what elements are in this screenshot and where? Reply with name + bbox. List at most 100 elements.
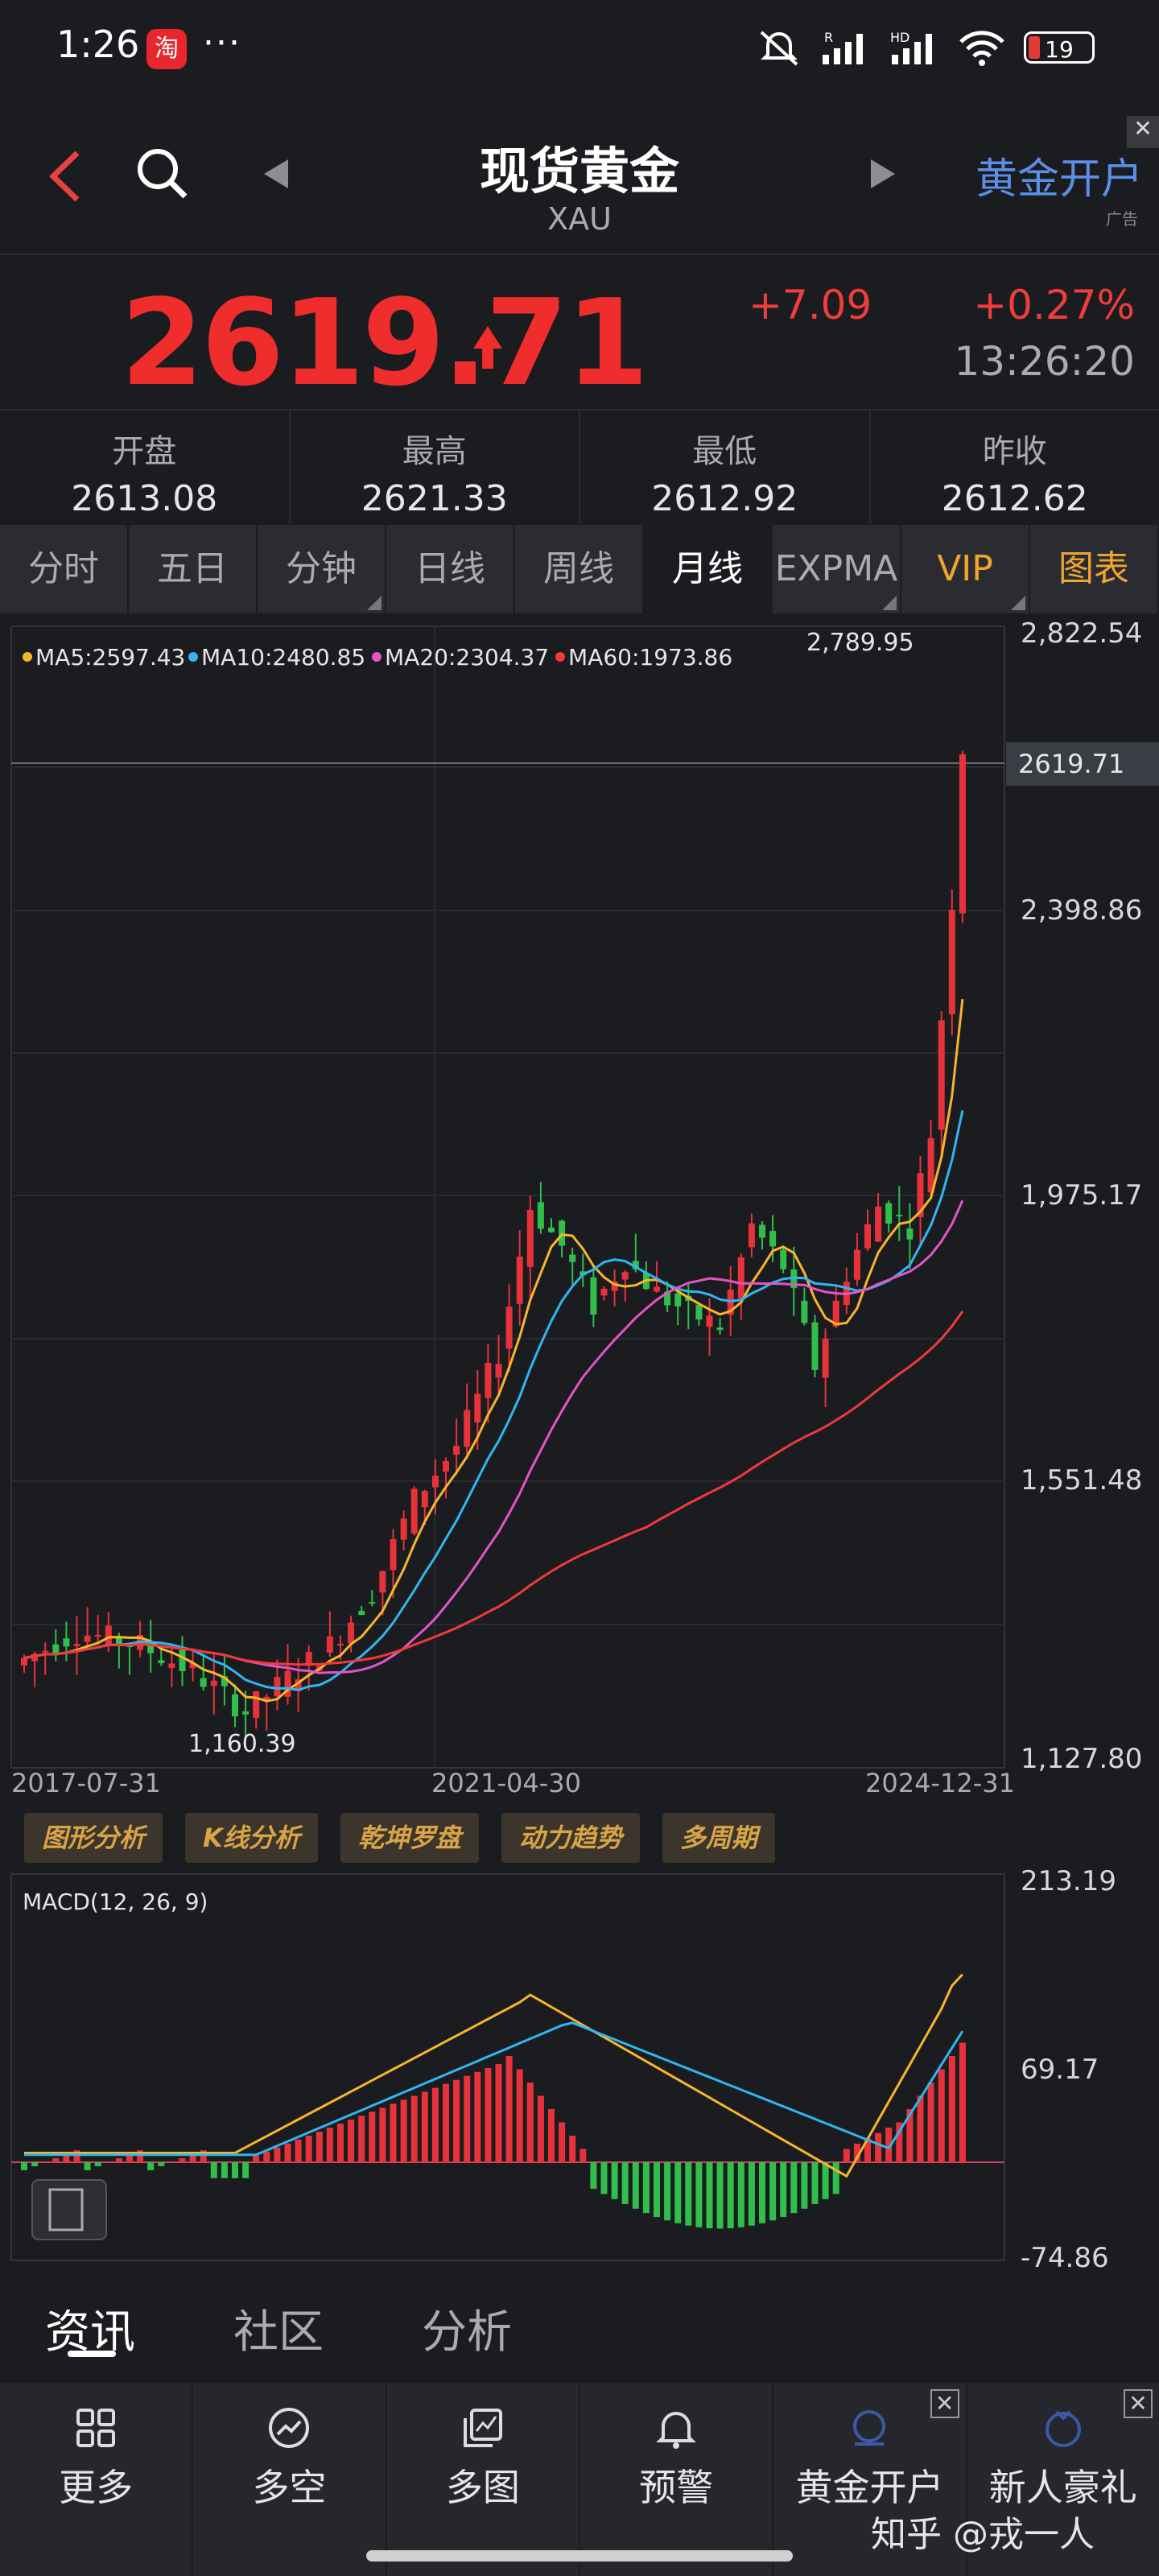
tab-analysis[interactable]: 分析 (422, 2306, 512, 2359)
tab-minute[interactable]: 分钟 (258, 525, 386, 613)
macd-bar (611, 2162, 618, 2199)
macd-bar (379, 2107, 386, 2162)
multi-period-button[interactable]: 多周期 (662, 1813, 775, 1863)
candle (421, 1490, 428, 1508)
back-arrow-icon[interactable] (45, 150, 85, 203)
candle (274, 1677, 281, 1697)
macd-bar (590, 2162, 597, 2189)
candle (295, 1679, 302, 1691)
ma60-legend-dot (555, 652, 565, 662)
trend-icon (269, 2408, 310, 2448)
home-indicator[interactable] (366, 2550, 793, 2562)
svg-text:HD: HD (890, 30, 909, 45)
tab-vip[interactable]: VIP (901, 525, 1030, 613)
candle (284, 1670, 291, 1697)
stat-high: 最高 2621.33 (291, 411, 580, 523)
candle (200, 1678, 207, 1687)
nav-long-short[interactable]: 多空 (193, 2383, 387, 2576)
macd-bar (917, 2095, 924, 2162)
macd-bar (769, 2162, 777, 2221)
chart-frame (10, 625, 1005, 1769)
price-up-arrow-icon (473, 326, 502, 349)
price-axis-label: 1,975.17 (1021, 1179, 1142, 1212)
macd-bar (664, 2162, 671, 2221)
macd-bar (685, 2162, 692, 2226)
date-axis-end: 2024-12-31 (865, 1768, 1015, 1798)
tab-community[interactable]: 社区 (233, 2306, 324, 2359)
macd-bar (537, 2095, 544, 2162)
macd-bar (495, 2063, 502, 2162)
candle (927, 1137, 934, 1193)
nav-more[interactable]: 更多 (0, 2383, 194, 2576)
candlestick-chart[interactable]: 2619.71 MA5:2597.43 MA10:2480.85 MA20:23… (0, 618, 1159, 2309)
next-instrument-icon[interactable] (869, 158, 897, 190)
candle (864, 1224, 871, 1249)
ma5-line (23, 998, 964, 1703)
macd-bar (94, 2162, 101, 2166)
candle (664, 1291, 671, 1306)
macd-bar (516, 2069, 523, 2162)
tab-monthly[interactable]: 月线 (644, 525, 773, 613)
current-price: 2619.71 (121, 274, 649, 412)
tab-news[interactable]: 资讯 (45, 2306, 135, 2359)
stat-low: 最低 2612.92 (580, 411, 871, 523)
macd-bar (748, 2162, 755, 2226)
macd-bar (63, 2154, 70, 2162)
macd-bar (31, 2162, 39, 2166)
candle (348, 1622, 355, 1644)
tab-chart-settings[interactable]: 图表 (1030, 525, 1159, 613)
ad-close-icon[interactable]: ✕ (1127, 116, 1159, 148)
gold-account-ad-link[interactable]: 黄金开户 (975, 155, 1143, 204)
tab-weekly[interactable]: 周线 (515, 525, 644, 613)
candle (358, 1611, 365, 1616)
macd-bar (864, 2138, 871, 2162)
pattern-analysis-button[interactable]: 图形分析 (24, 1813, 163, 1863)
kline-analysis-button[interactable]: K线分析 (185, 1813, 318, 1863)
macd-bar (706, 2162, 713, 2229)
candle (695, 1304, 703, 1320)
ma10-legend: MA10:2480.85 (201, 644, 365, 671)
candle (674, 1293, 682, 1307)
macd-bar (410, 2095, 418, 2162)
macd-bar (400, 2099, 407, 2162)
momentum-trend-button[interactable]: 动力趋势 (501, 1813, 640, 1863)
macd-bar (348, 2120, 355, 2162)
compass-button[interactable]: 乾坤罗盘 (340, 1813, 479, 1863)
nav-alert[interactable]: 预警 (580, 2383, 774, 2576)
search-icon[interactable] (134, 145, 190, 201)
macd-bar (189, 2154, 196, 2162)
nav-multi-chart[interactable]: 多图 (387, 2383, 580, 2576)
macd-bar (485, 2067, 492, 2162)
prev-instrument-icon[interactable] (262, 158, 290, 190)
candle (822, 1339, 829, 1378)
macd-axis-label: 213.19 (1021, 1865, 1116, 1897)
nav-new-user-gift[interactable]: 新人豪礼 ✕ (967, 2383, 1159, 2576)
macd-bar (73, 2150, 80, 2162)
macd-axis-label: 69.17 (1021, 2054, 1099, 2086)
ma-lines-group (23, 998, 964, 1703)
ma20-line (23, 1199, 964, 1674)
close-icon[interactable]: ✕ (930, 2389, 959, 2418)
taobao-app-icon: 淘 (146, 29, 187, 69)
macd-bar (695, 2162, 703, 2227)
tab-five-day[interactable]: 五日 (129, 525, 258, 613)
candle (232, 1694, 238, 1717)
candle (73, 1644, 80, 1646)
active-tab-indicator (68, 2351, 116, 2357)
period-tabs: 分时 五日 分钟 日线 周线 月线 EXPMA VIP 图表 (0, 525, 1159, 613)
instrument-code: XAU (547, 201, 612, 237)
tab-daily[interactable]: 日线 (386, 525, 515, 613)
close-icon[interactable]: ✕ (1123, 2389, 1153, 2418)
candle (158, 1660, 165, 1664)
tab-intraday[interactable]: 分时 (0, 525, 129, 613)
price-axis-label: 2,822.54 (1021, 618, 1142, 650)
candle (801, 1300, 808, 1323)
macd-bar (885, 2128, 893, 2162)
macd-dea-line (24, 2021, 964, 2157)
nav-gold-account[interactable]: 黄金开户 ✕ (773, 2383, 967, 2576)
candle (716, 1327, 724, 1331)
macd-bar (274, 2147, 281, 2162)
macd-bar (295, 2139, 302, 2162)
ma20-legend: MA20:2304.37 (385, 644, 549, 671)
tab-expma[interactable]: EXPMA (773, 525, 901, 613)
